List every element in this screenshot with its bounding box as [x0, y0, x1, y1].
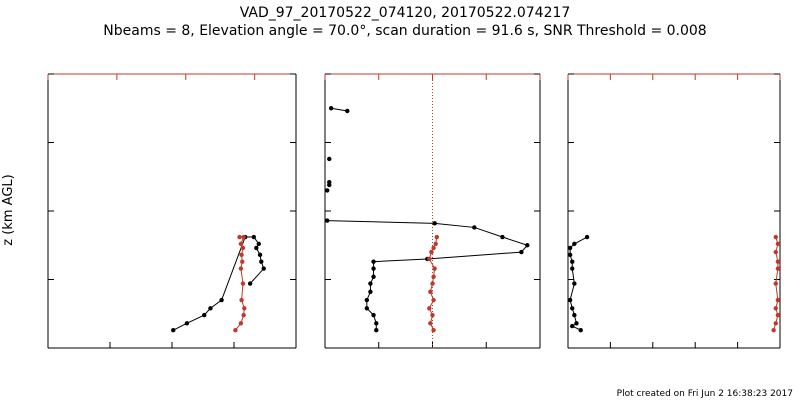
- series-1-point: [773, 306, 778, 311]
- series-3-point: [428, 289, 433, 295]
- series-3-point: [428, 321, 433, 326]
- series-2-point: [371, 266, 376, 271]
- series-0-point: [567, 297, 573, 303]
- panel-2: [567, 73, 781, 349]
- series-2-point: [371, 312, 376, 318]
- series-2-point: [368, 289, 373, 295]
- plot-created-note: Plot created on Fri Jun 2 16:38:23 2017: [617, 389, 793, 399]
- series-1-point: [775, 297, 781, 303]
- series-2-point: [371, 274, 376, 279]
- series-0-point: [584, 234, 590, 240]
- series-1-point: [775, 312, 781, 318]
- series-1-point: [773, 234, 778, 240]
- series-1-point: [773, 321, 778, 326]
- chart-panels: [47, 73, 781, 349]
- series-2-point: [368, 281, 373, 286]
- series-0-point: [570, 306, 575, 311]
- series-0-point: [208, 306, 213, 311]
- series-1-point: [240, 281, 246, 286]
- series-0-point: [570, 259, 575, 264]
- series-0-point: [257, 252, 263, 258]
- series-2-line: [327, 220, 529, 331]
- series-1-point: [238, 241, 244, 247]
- series-1-point: [327, 156, 332, 162]
- series-0-point: [256, 241, 261, 247]
- series-1-point: [237, 234, 242, 240]
- series-0-point: [251, 234, 257, 240]
- series-1-point: [775, 259, 781, 264]
- series-0-point: [259, 259, 264, 264]
- series-2-point: [500, 234, 505, 240]
- panel-0: [47, 73, 297, 349]
- series-3-point: [427, 256, 432, 262]
- series-1-point: [240, 259, 245, 264]
- figure-title: VAD_97_20170522_074120, 20170522.074217: [240, 5, 571, 21]
- series-1-point: [233, 327, 238, 333]
- series-0-line: [331, 107, 348, 112]
- series-2-point: [374, 327, 379, 333]
- series-0-point: [570, 266, 575, 271]
- series-0-point: [261, 266, 266, 271]
- series-0-point: [184, 321, 190, 326]
- series-0-point: [572, 312, 577, 318]
- series-1-point: [241, 312, 246, 318]
- figure-subtitle: Nbeams = 8, Elevation angle = 70.0°, sca…: [103, 23, 706, 39]
- series-2-point: [364, 306, 370, 311]
- series-2-point: [472, 225, 477, 230]
- y-axis-label: z (km AGL): [1, 174, 16, 245]
- series-2-point: [325, 218, 330, 223]
- series-3-point: [432, 266, 437, 271]
- series-1-point: [242, 306, 247, 311]
- series-1-point: [238, 266, 244, 271]
- series-1-point: [239, 297, 244, 303]
- series-2-point: [525, 243, 530, 248]
- series-0-point: [567, 245, 573, 251]
- series-0-point: [328, 106, 334, 111]
- series-1-point: [327, 182, 332, 188]
- series-0-point: [578, 327, 583, 333]
- series-1-point: [238, 321, 244, 326]
- series-0-point: [247, 281, 253, 286]
- series-3-point: [431, 274, 436, 279]
- series-2-point: [519, 249, 524, 255]
- series-0-point: [219, 297, 224, 303]
- series-2-point: [371, 259, 376, 264]
- series-3-point: [427, 306, 432, 311]
- series-0-point: [567, 252, 573, 258]
- series-1-point: [240, 245, 246, 251]
- series-2-point: [374, 321, 379, 326]
- series-0-point: [171, 327, 176, 333]
- series-3-point: [431, 245, 436, 251]
- series-0-point: [572, 241, 577, 247]
- series-3-point: [433, 241, 438, 247]
- series-0-point: [202, 312, 207, 318]
- series-0-point: [254, 245, 259, 251]
- series-0-point: [570, 323, 575, 329]
- series-2-point: [364, 297, 370, 303]
- series-2-point: [432, 221, 437, 226]
- series-1-point: [239, 252, 244, 258]
- series-1-point: [773, 281, 778, 286]
- series-1-point: [775, 266, 781, 271]
- series-1-point: [241, 234, 246, 240]
- series-1-point: [771, 327, 776, 333]
- series-3-point: [431, 297, 436, 303]
- series-0-point: [345, 108, 350, 114]
- series-1-point: [773, 249, 778, 255]
- series-3-point: [430, 312, 435, 318]
- series-1-point: [325, 188, 330, 193]
- series-1-point: [775, 241, 781, 247]
- series-0-point: [572, 281, 577, 286]
- series-0-point: [574, 321, 579, 326]
- series-3-point: [430, 281, 435, 286]
- series-3-point: [431, 327, 436, 333]
- series-3-point: [434, 234, 439, 240]
- series-3-point: [429, 249, 434, 255]
- panel-1: [324, 73, 541, 349]
